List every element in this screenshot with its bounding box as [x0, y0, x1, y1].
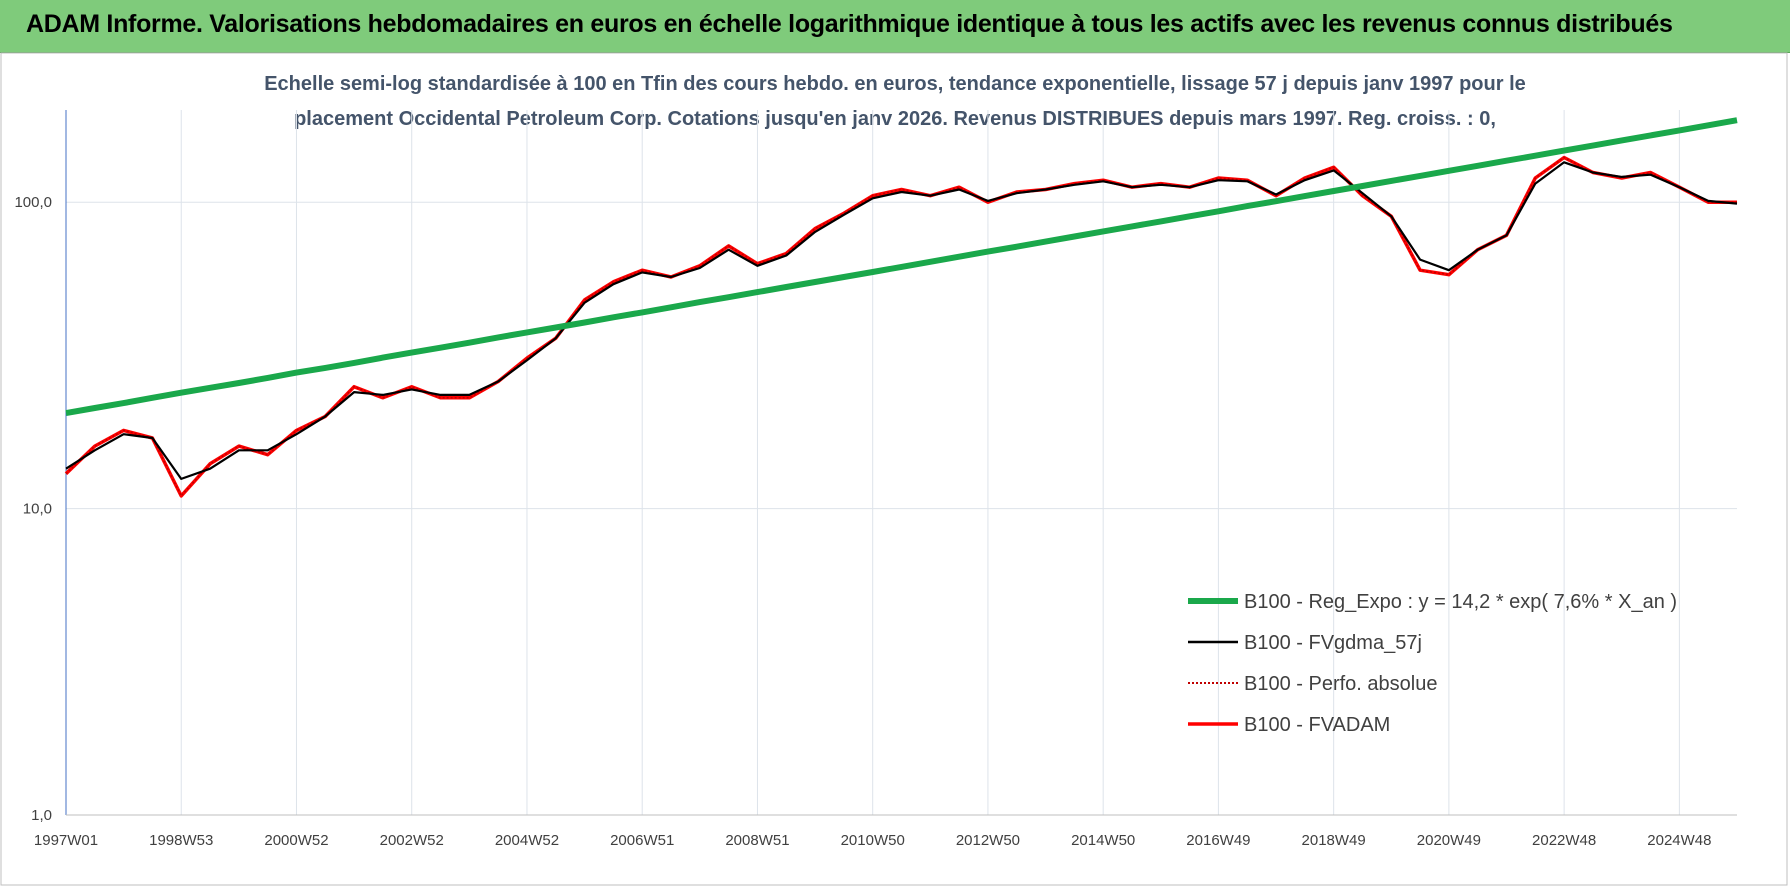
x-tick-label: 2008W51: [725, 832, 789, 849]
x-tick-label: 2012W50: [956, 832, 1020, 849]
legend-label: B100 - Perfo. absolue: [1244, 673, 1437, 695]
x-tick-label: 2004W52: [495, 832, 559, 849]
legend-label: B100 - FVADAM: [1244, 714, 1390, 736]
series-line: [65, 156, 1737, 497]
legend-label: B100 - Reg_Expo : y = 14,2 * exp( 7,6% *…: [1244, 591, 1677, 613]
x-tick-label: 2000W52: [264, 832, 328, 849]
series-line: [64, 155, 1737, 498]
y-tick-label: 10,0: [23, 501, 52, 518]
x-tick-label: 2006W51: [610, 832, 674, 849]
x-tick-label: 1998W53: [149, 832, 213, 849]
banner: ADAM Informe. Valorisations hebdomadaire…: [0, 0, 1790, 53]
chart-title: Echelle semi-log standardisée à 100 en T…: [264, 73, 1526, 95]
series-line: [65, 117, 1738, 417]
x-tick-label: 2022W48: [1532, 832, 1596, 849]
x-tick-label: 2020W49: [1417, 832, 1481, 849]
chart-frame: [0, 52, 1788, 886]
x-tick-label: 2018W49: [1302, 832, 1366, 849]
legend-label: B100 - FVgdma_57j: [1244, 632, 1422, 654]
chart-subtitle: placement Occidental Petroleum Corp. Cot…: [294, 108, 1496, 130]
series-line: [65, 161, 1738, 480]
x-tick-label: 2024W48: [1647, 832, 1711, 849]
x-tick-label: 2016W49: [1186, 832, 1250, 849]
banner-title: ADAM Informe. Valorisations hebdomadaire…: [26, 10, 1673, 38]
x-tick-label: 2010W50: [841, 832, 905, 849]
x-tick-label: 2002W52: [380, 832, 444, 849]
y-tick-label: 1,0: [31, 807, 52, 824]
x-tick-label: 1997W01: [34, 832, 98, 849]
y-tick-label: 100,0: [14, 194, 52, 211]
x-tick-label: 2014W50: [1071, 832, 1135, 849]
